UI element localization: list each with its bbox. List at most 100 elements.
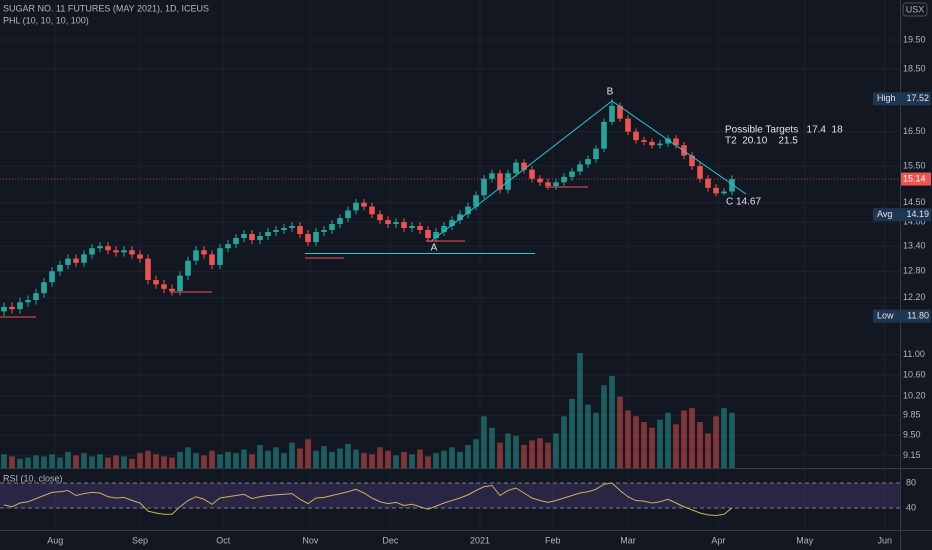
- volume-bar: [209, 450, 215, 468]
- volume-bar: [249, 454, 255, 468]
- volume-bar: [1, 454, 7, 468]
- volume-bar: [577, 353, 583, 468]
- volume-bar: [193, 453, 199, 468]
- candle-body: [417, 226, 423, 230]
- volume-bar: [169, 457, 175, 468]
- volume-bar: [713, 416, 719, 468]
- candle-body: [561, 176, 567, 183]
- volume-bar: [345, 443, 351, 468]
- candle-body: [73, 258, 79, 263]
- candle-body: [457, 214, 463, 221]
- volume-bar: [377, 447, 383, 468]
- y-tick-label: 14.00: [903, 216, 926, 226]
- candle-body: [513, 162, 519, 174]
- x-tick-label: Sep: [132, 535, 148, 545]
- candle-body: [25, 299, 31, 303]
- candle-body: [105, 246, 111, 251]
- candle-body: [1, 306, 7, 312]
- volume-bar: [113, 455, 119, 468]
- volume-bar: [689, 408, 695, 468]
- trend-line: [611, 100, 747, 195]
- x-tick-label: Dec: [382, 535, 399, 545]
- volume-bar: [385, 450, 391, 468]
- volume-bar: [481, 416, 487, 468]
- volume-bar: [273, 447, 279, 468]
- candle-body: [217, 248, 223, 265]
- candle-body: [185, 260, 191, 276]
- volume-bar: [505, 433, 511, 468]
- candle-body: [65, 258, 71, 265]
- x-tick-label: May: [796, 535, 814, 545]
- candle-body: [321, 229, 327, 232]
- x-tick-label: Apr: [711, 535, 725, 545]
- candle-body: [193, 250, 199, 261]
- marker-value: 14.19: [906, 209, 929, 219]
- target-note: T2 20.10 21.5: [725, 136, 798, 147]
- volume-bar: [289, 442, 295, 468]
- volume-bar: [681, 410, 687, 468]
- candle-body: [633, 131, 639, 141]
- candle-body: [233, 238, 239, 245]
- candle-body: [33, 293, 39, 300]
- candle-body: [689, 155, 695, 167]
- volume-bar: [417, 449, 423, 468]
- candle-body: [641, 140, 647, 142]
- candle-body: [369, 206, 375, 215]
- volume-bar: [81, 453, 87, 468]
- volume-bar: [241, 449, 247, 468]
- volume-bar: [233, 453, 239, 468]
- candle-body: [473, 195, 479, 207]
- candle-body: [345, 210, 351, 219]
- volume-bar: [489, 427, 495, 468]
- rsi-line: [3, 482, 733, 517]
- candle-body: [57, 264, 63, 272]
- currency-box: [902, 2, 928, 17]
- candle-body: [697, 166, 703, 179]
- volume-bar: [129, 458, 135, 468]
- candle-body: [481, 178, 487, 196]
- volume-bar: [465, 445, 471, 468]
- volume-bar: [17, 458, 23, 468]
- candle-body: [161, 284, 167, 289]
- wave-label: B: [607, 87, 614, 98]
- candle-body: [465, 206, 471, 215]
- candle-body: [601, 121, 607, 149]
- candle-body: [313, 231, 319, 243]
- candle-body: [401, 222, 407, 229]
- last-price-label: 15.14: [903, 173, 926, 183]
- candle-body: [201, 250, 207, 255]
- candle-body: [593, 148, 599, 160]
- volume-bar: [121, 456, 127, 468]
- y-tick-label: 12.80: [903, 266, 926, 276]
- candle-body: [649, 141, 655, 146]
- volume-bar: [105, 457, 111, 468]
- volume-bar: [145, 450, 151, 468]
- candle-body: [329, 224, 335, 230]
- candle-body: [41, 282, 47, 294]
- candle-body: [585, 159, 591, 165]
- candle-body: [577, 164, 583, 172]
- volume-bar: [265, 450, 271, 468]
- volume-bar: [89, 456, 95, 468]
- candle-body: [353, 202, 359, 211]
- candle-body: [177, 275, 183, 292]
- y-tick-label: 13.40: [903, 241, 926, 251]
- target-note: Possible Targets 17.4 18: [725, 125, 843, 136]
- volume-bar: [97, 454, 103, 468]
- marker-name: Avg: [877, 209, 892, 219]
- candle-body: [153, 279, 159, 285]
- volume-bar: [153, 454, 159, 468]
- y-tick-label: 10.60: [903, 369, 926, 379]
- y-tick-label: 9.85: [903, 410, 921, 420]
- candle-body: [569, 171, 575, 177]
- candle-body: [393, 222, 399, 225]
- candle-body: [425, 229, 431, 239]
- volume-bar: [313, 450, 319, 468]
- volume-bar: [513, 435, 519, 468]
- candle-body: [305, 233, 311, 243]
- volume-bar: [545, 442, 551, 468]
- candle-body: [489, 173, 495, 179]
- volume-bar: [569, 399, 575, 468]
- candle-body: [81, 254, 87, 263]
